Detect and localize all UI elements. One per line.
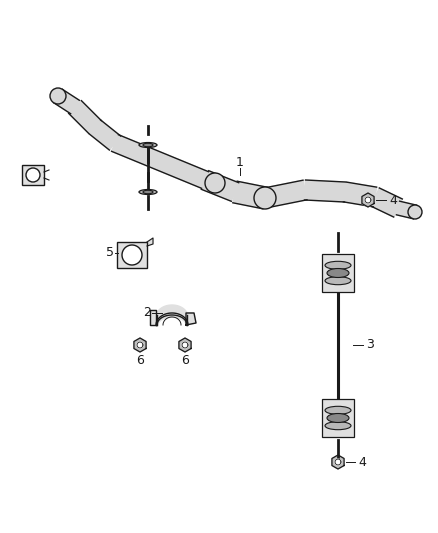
Polygon shape	[263, 180, 307, 208]
Text: 6: 6	[181, 353, 189, 367]
Polygon shape	[186, 313, 196, 325]
Polygon shape	[134, 338, 146, 352]
Polygon shape	[156, 305, 188, 325]
FancyBboxPatch shape	[322, 399, 354, 437]
FancyBboxPatch shape	[22, 165, 44, 185]
Polygon shape	[89, 120, 120, 150]
Polygon shape	[332, 455, 344, 469]
Polygon shape	[371, 188, 403, 217]
Ellipse shape	[325, 422, 351, 430]
Text: 3: 3	[366, 338, 374, 351]
Text: 2: 2	[143, 306, 151, 319]
Ellipse shape	[139, 190, 157, 195]
Ellipse shape	[143, 143, 153, 147]
Polygon shape	[335, 459, 341, 465]
Polygon shape	[182, 342, 188, 348]
Text: 5: 5	[106, 246, 114, 260]
Polygon shape	[362, 193, 374, 207]
Polygon shape	[112, 135, 208, 188]
Circle shape	[205, 173, 225, 193]
Text: 4: 4	[389, 193, 397, 206]
Polygon shape	[157, 315, 187, 327]
Polygon shape	[304, 180, 346, 202]
Polygon shape	[179, 338, 191, 352]
Circle shape	[254, 187, 276, 209]
Polygon shape	[233, 181, 267, 209]
Ellipse shape	[143, 190, 153, 194]
FancyBboxPatch shape	[117, 242, 147, 268]
Polygon shape	[365, 197, 371, 203]
Circle shape	[50, 88, 66, 104]
Polygon shape	[201, 171, 239, 201]
Ellipse shape	[325, 406, 351, 414]
Ellipse shape	[327, 414, 349, 423]
Text: 4: 4	[358, 456, 366, 469]
Circle shape	[408, 205, 422, 219]
Polygon shape	[147, 238, 153, 246]
Polygon shape	[53, 90, 79, 114]
Polygon shape	[69, 101, 101, 133]
Text: 6: 6	[136, 353, 144, 367]
Polygon shape	[150, 310, 156, 325]
Circle shape	[122, 245, 142, 265]
Polygon shape	[343, 182, 377, 207]
Polygon shape	[396, 201, 417, 219]
Polygon shape	[137, 342, 143, 348]
Ellipse shape	[327, 269, 349, 278]
Circle shape	[26, 168, 40, 182]
FancyBboxPatch shape	[322, 254, 354, 292]
Ellipse shape	[139, 142, 157, 148]
Ellipse shape	[325, 261, 351, 269]
Ellipse shape	[325, 277, 351, 285]
Text: 1: 1	[236, 157, 244, 169]
